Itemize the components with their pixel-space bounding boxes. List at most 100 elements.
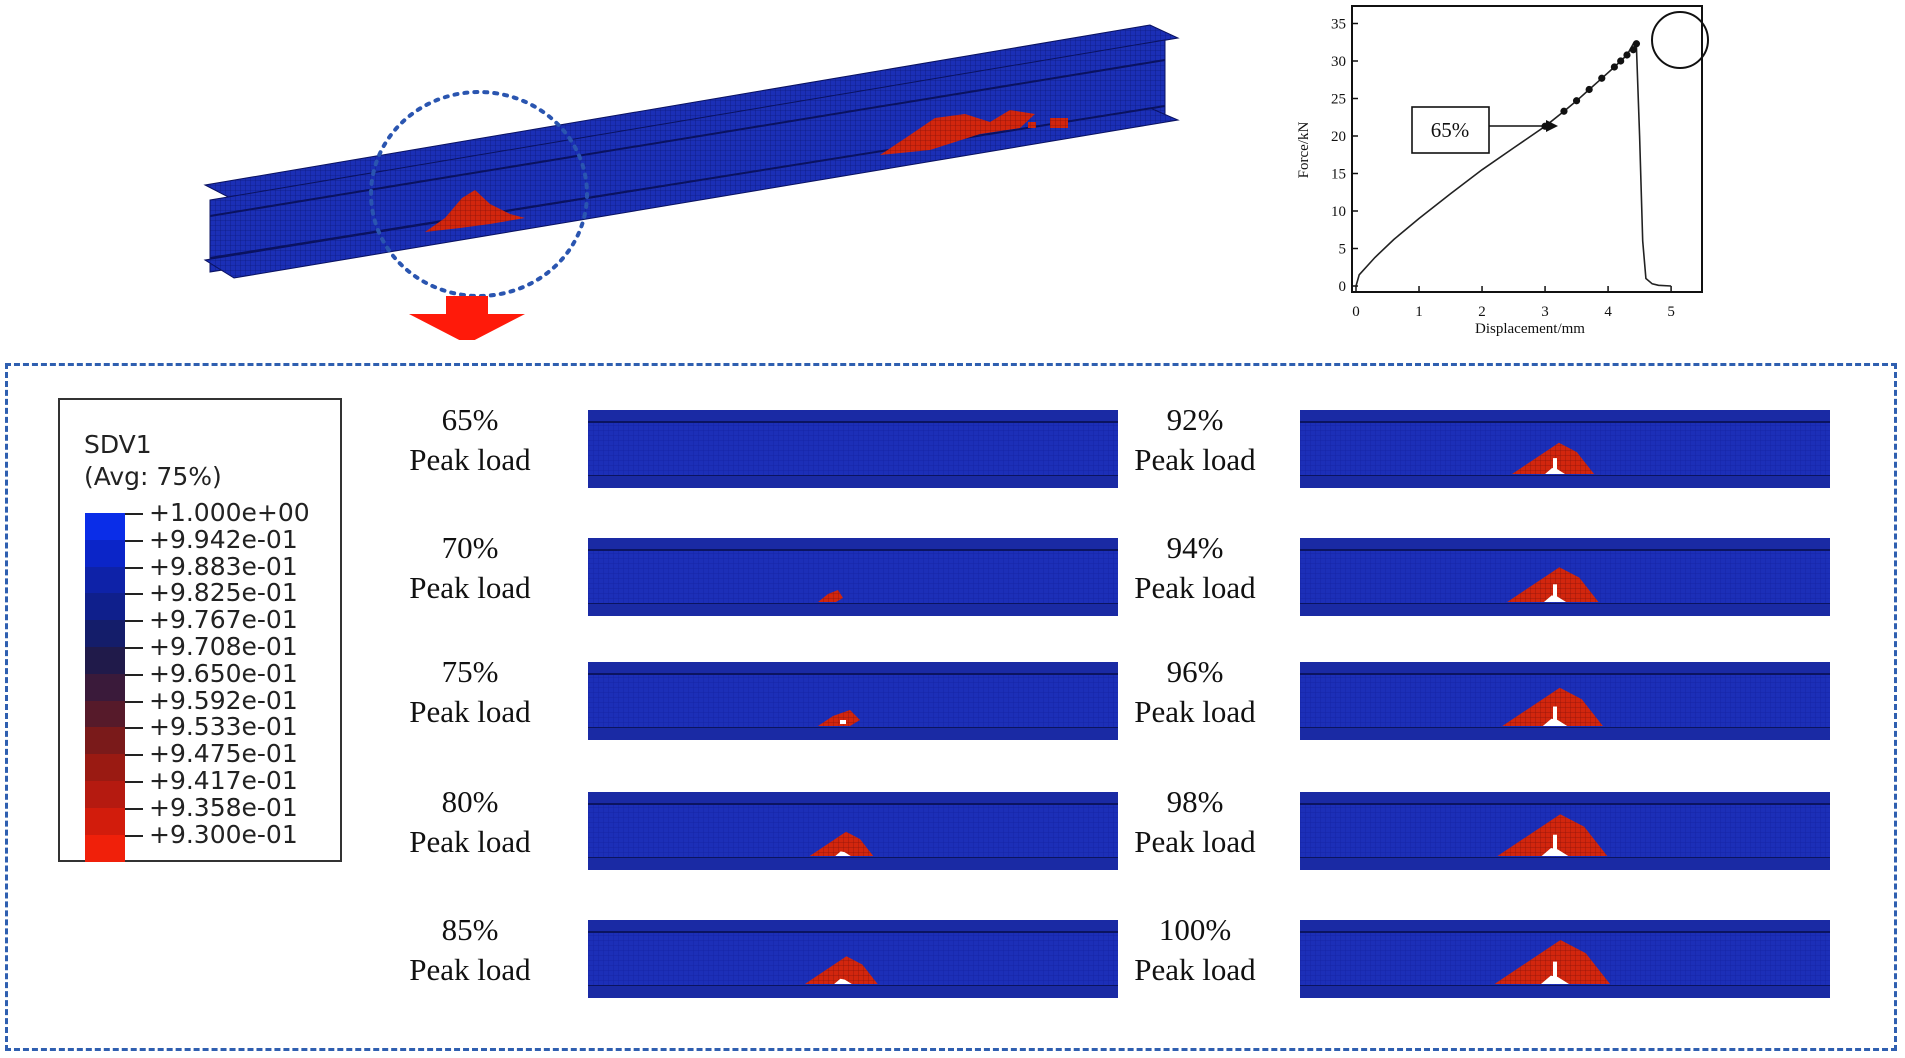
- y-tick-label: 15: [1331, 167, 1346, 183]
- damage-zone-right: [880, 110, 1035, 155]
- y-axis-label: Force/kN: [1296, 122, 1312, 179]
- damage-zone: [1494, 940, 1610, 984]
- stage-label: 92% Peak load: [1110, 400, 1280, 480]
- legend-title: SDV1: [84, 430, 152, 459]
- legend-tick: [125, 727, 143, 730]
- beam-top-flange: [203, 24, 1180, 201]
- legend-value: +9.417e-01: [149, 766, 298, 795]
- data-marker: [1629, 46, 1637, 54]
- stage-beam-panel: [1300, 662, 1830, 740]
- legend-tick: [125, 834, 143, 837]
- stage-percent: 70%: [441, 530, 499, 565]
- x-tick-label: 5: [1667, 304, 1675, 320]
- stage-peak-label: Peak load: [1134, 824, 1256, 859]
- damage-zone: [818, 710, 860, 726]
- damage-zone: [1497, 814, 1608, 856]
- stage-percent: 75%: [441, 654, 499, 689]
- stage-label: 96% Peak load: [1110, 652, 1280, 732]
- plot-frame: [1351, 5, 1703, 293]
- stage-percent: 80%: [441, 784, 499, 819]
- legend-swatch: [85, 566, 125, 595]
- stage-label: 94% Peak load: [1110, 528, 1280, 608]
- legend-value: +9.942e-01: [149, 524, 298, 554]
- stage-beam-panel: [1300, 920, 1830, 998]
- stage-percent: 94%: [1166, 530, 1224, 565]
- legend-swatch: [85, 834, 125, 863]
- damage-zone: [804, 956, 878, 984]
- legend-tick: [125, 700, 143, 703]
- legend-tick: [125, 513, 143, 515]
- stage-peak-label: Peak load: [1134, 442, 1256, 477]
- legend-swatch: [85, 539, 125, 568]
- stage-beam-panel: [588, 538, 1118, 616]
- legend-value: +9.708e-01: [149, 632, 298, 661]
- y-tick-label: 5: [1339, 242, 1347, 258]
- color-legend: SDV1 (Avg: 75%) +1.000e+00 +9.942e-01 +9.8…: [58, 398, 342, 863]
- legend-swatch: [85, 647, 125, 675]
- stage-beam-panel: [588, 920, 1118, 998]
- x-tick-label: 3: [1541, 304, 1549, 320]
- x-tick-label: 1: [1415, 304, 1423, 320]
- stage-peak-label: Peak load: [409, 570, 531, 605]
- stage-label: 75% Peak load: [385, 652, 555, 732]
- stage-beam-panel: [588, 410, 1118, 488]
- damage-zone: [1512, 442, 1595, 474]
- legend-tick: [125, 566, 143, 569]
- stage-percent: 85%: [441, 912, 499, 947]
- legend-swatch: [85, 727, 125, 756]
- legend-value: +9.300e-01: [149, 819, 298, 849]
- data-marker: [1617, 57, 1625, 65]
- damage-zone: [809, 831, 874, 856]
- stage-label: 100% Peak load: [1110, 910, 1280, 990]
- stage-beam-panel: [1300, 792, 1830, 870]
- damage-zone: [1502, 687, 1603, 726]
- legend-tick: [125, 593, 143, 596]
- legend-tick: [125, 807, 143, 810]
- stage-peak-label: Peak load: [409, 952, 531, 987]
- stage-label: 80% Peak load: [385, 782, 555, 862]
- stage-percent: 92%: [1166, 402, 1224, 437]
- legend-value: +9.883e-01: [149, 551, 298, 581]
- data-marker: [1632, 40, 1641, 48]
- stage-percent: 100%: [1158, 912, 1232, 947]
- down-arrow: [409, 296, 525, 340]
- stages-frame: [5, 363, 1897, 1051]
- x-tick-label: 2: [1478, 304, 1486, 320]
- peak-circle: [1651, 11, 1709, 69]
- data-marker: [1560, 107, 1568, 115]
- legend-value: +9.358e-01: [149, 792, 298, 822]
- stage-beam-panel: [588, 662, 1118, 740]
- stage-label: 65% Peak load: [385, 400, 555, 480]
- y-tick-label: 35: [1331, 17, 1346, 33]
- data-marker: [1572, 97, 1581, 105]
- legend-swatch: [85, 593, 125, 622]
- legend-swatch: [85, 700, 125, 729]
- y-tick-label: 20: [1331, 129, 1346, 145]
- legend-swatch: [85, 754, 125, 782]
- legend-value: +9.592e-01: [149, 685, 298, 715]
- stage-peak-label: Peak load: [1134, 952, 1256, 987]
- series-line: [1355, 42, 1672, 287]
- legend-value: +9.475e-01: [149, 739, 298, 769]
- stage-label: 70% Peak load: [385, 528, 555, 608]
- data-marker: [1598, 74, 1606, 82]
- legend-value: +9.767e-01: [149, 605, 298, 635]
- stage-beam-panel: [1300, 538, 1830, 616]
- data-marker: [1585, 85, 1593, 94]
- y-tick-label: 10: [1331, 204, 1346, 220]
- y-tick-label: 25: [1331, 92, 1346, 108]
- data-marker: [1610, 63, 1618, 71]
- legend-swatch: [85, 781, 125, 809]
- damage-zone: [818, 590, 843, 602]
- legend-swatch: [85, 673, 125, 702]
- legend-value: +9.533e-01: [149, 712, 298, 742]
- legend-swatch: [85, 807, 125, 836]
- data-marker: [1623, 51, 1631, 59]
- legend-value: +9.825e-01: [149, 578, 298, 608]
- damage-zone: [1507, 567, 1599, 602]
- stage-peak-label: Peak load: [1134, 570, 1256, 605]
- legend-value: +9.650e-01: [149, 658, 298, 688]
- legend-tick: [125, 781, 143, 783]
- stage-percent: 65%: [441, 402, 499, 437]
- stage-peak-label: Peak load: [1134, 694, 1256, 729]
